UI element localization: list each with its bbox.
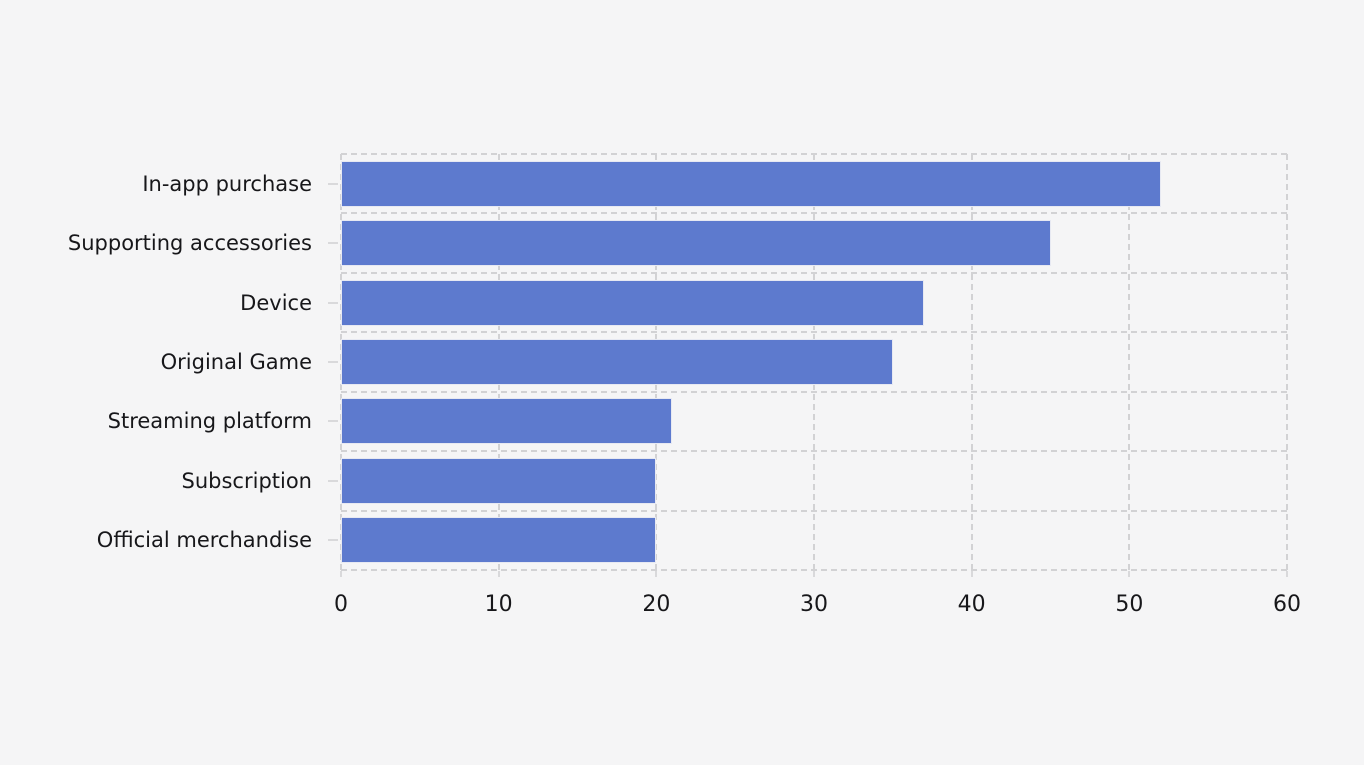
x-tick	[1128, 571, 1131, 577]
gridline-vertical	[970, 154, 973, 570]
x-tick-label: 20	[642, 592, 671, 617]
y-tick	[328, 182, 338, 185]
gridline-horizontal	[341, 331, 1287, 334]
category-label: Official merchandise	[96, 528, 312, 553]
category-label: Original Game	[160, 350, 312, 374]
y-tick	[328, 539, 338, 542]
category-label: Device	[240, 290, 312, 315]
category-label: In-app purchase	[142, 171, 312, 196]
gridline-horizontal	[341, 212, 1287, 215]
bar	[341, 160, 1161, 207]
y-tick	[328, 242, 338, 245]
x-tick-label: 60	[1273, 592, 1301, 617]
x-tick	[1286, 571, 1288, 577]
bar	[341, 339, 893, 385]
bar	[341, 457, 657, 504]
gridline-vertical	[1128, 154, 1131, 570]
y-tick	[328, 361, 338, 363]
x-tick-label: 40	[957, 592, 986, 617]
x-tick-label: 0	[334, 592, 348, 617]
gridline-horizontal	[341, 509, 1287, 512]
plot-area	[340, 153, 1288, 571]
x-tick	[813, 571, 815, 577]
bar	[341, 398, 673, 445]
gridline-horizontal	[341, 390, 1287, 393]
x-tick	[340, 571, 342, 577]
category-label: Supporting accessories	[67, 231, 312, 256]
category-label: Streaming platform	[107, 409, 312, 434]
gridline-horizontal	[341, 450, 1287, 453]
bar	[341, 220, 1051, 267]
x-tick	[497, 571, 500, 577]
y-tick	[328, 479, 338, 482]
x-tick-label: 10	[484, 592, 513, 617]
gridline-horizontal	[341, 153, 1287, 155]
x-tick-label: 30	[800, 592, 828, 617]
x-tick	[655, 571, 658, 577]
x-tick-label: 50	[1115, 592, 1144, 617]
y-tick	[328, 301, 338, 304]
gridline-horizontal	[341, 271, 1287, 274]
gridline-horizontal	[341, 569, 1287, 571]
x-tick	[970, 571, 973, 577]
category-label: Subscription	[181, 468, 312, 493]
bar	[341, 517, 657, 564]
bar	[341, 279, 925, 326]
gridline-vertical	[1286, 154, 1288, 570]
y-tick	[328, 420, 338, 423]
